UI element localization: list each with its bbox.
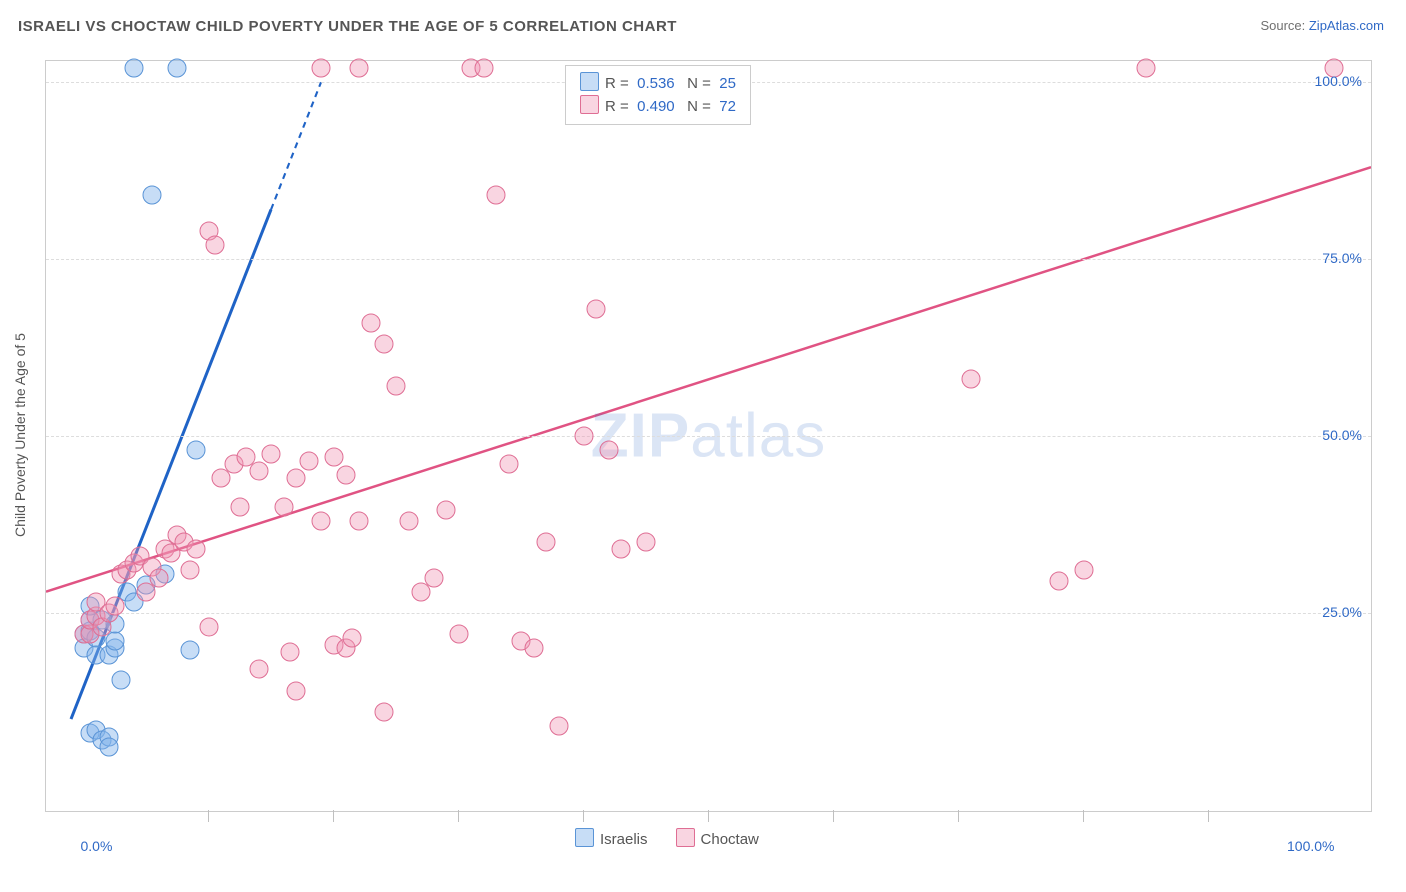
- scatter-point: [612, 540, 631, 559]
- scatter-point: [349, 511, 368, 530]
- x-tick-mark: [333, 810, 334, 822]
- scatter-point: [487, 186, 506, 205]
- x-tick-mark: [458, 810, 459, 822]
- gridline-horizontal: [46, 436, 1371, 437]
- series-legend: Israelis Choctaw: [575, 828, 787, 848]
- r-value: 0.490: [637, 98, 675, 115]
- legend-label: Israelis: [600, 831, 648, 848]
- scatter-point: [524, 639, 543, 658]
- n-value: 25: [719, 75, 736, 92]
- scatter-point: [537, 533, 556, 552]
- x-tick-mark: [583, 810, 584, 822]
- source-link[interactable]: ZipAtlas.com: [1309, 18, 1384, 33]
- n-value: 72: [719, 98, 736, 115]
- r-label: R =: [605, 75, 629, 92]
- source-label: Source: ZipAtlas.com: [1260, 18, 1384, 33]
- legend-swatch: [575, 828, 594, 847]
- gridline-horizontal: [46, 613, 1371, 614]
- scatter-point: [387, 377, 406, 396]
- scatter-point: [324, 448, 343, 467]
- legend-swatch: [580, 72, 599, 91]
- scatter-point: [343, 628, 362, 647]
- scatter-point: [287, 681, 306, 700]
- x-tick-mark: [1083, 810, 1084, 822]
- scatter-point: [349, 59, 368, 78]
- scatter-point: [143, 186, 162, 205]
- scatter-point: [574, 427, 593, 446]
- y-tick-label: 100.0%: [1315, 73, 1362, 89]
- x-tick-label: 0.0%: [81, 838, 113, 854]
- trend-line-dashed: [271, 82, 321, 209]
- scatter-point: [262, 444, 281, 463]
- n-label: N =: [687, 98, 711, 115]
- scatter-point: [280, 642, 299, 661]
- scatter-point: [274, 497, 293, 516]
- scatter-point: [312, 511, 331, 530]
- stats-row: R = 0.536 N = 25: [580, 72, 736, 95]
- legend-label: Choctaw: [701, 831, 759, 848]
- legend-item: Israelis: [575, 831, 648, 848]
- x-tick-mark: [1208, 810, 1209, 822]
- gridline-horizontal: [46, 259, 1371, 260]
- source-prefix: Source:: [1260, 18, 1308, 33]
- scatter-point: [112, 671, 131, 690]
- scatter-point: [449, 625, 468, 644]
- scatter-point: [299, 451, 318, 470]
- legend-swatch: [676, 828, 695, 847]
- scatter-point: [199, 618, 218, 637]
- scatter-point: [549, 717, 568, 736]
- scatter-point: [362, 313, 381, 332]
- scatter-point: [105, 632, 124, 651]
- scatter-point: [499, 455, 518, 474]
- scatter-point: [99, 738, 118, 757]
- scatter-point: [474, 59, 493, 78]
- scatter-point: [230, 497, 249, 516]
- scatter-point: [374, 702, 393, 721]
- r-value: 0.536: [637, 75, 675, 92]
- scatter-point: [180, 561, 199, 580]
- scatter-point: [124, 59, 143, 78]
- scatter-point: [587, 299, 606, 318]
- x-tick-mark: [208, 810, 209, 822]
- y-tick-label: 75.0%: [1322, 250, 1362, 266]
- scatter-point: [249, 660, 268, 679]
- scatter-point: [962, 370, 981, 389]
- r-label: R =: [605, 98, 629, 115]
- y-tick-label: 50.0%: [1322, 427, 1362, 443]
- stats-row: R = 0.490 N = 72: [580, 95, 736, 118]
- scatter-point: [168, 59, 187, 78]
- scatter-point: [374, 335, 393, 354]
- scatter-point: [424, 568, 443, 587]
- scatter-point: [287, 469, 306, 488]
- scatter-point: [1049, 572, 1068, 591]
- scatter-point: [399, 511, 418, 530]
- scatter-point: [105, 596, 124, 615]
- x-tick-mark: [708, 810, 709, 822]
- scatter-point: [1137, 59, 1156, 78]
- chart-title: ISRAELI VS CHOCTAW CHILD POVERTY UNDER T…: [18, 18, 677, 35]
- scatter-point: [312, 59, 331, 78]
- x-tick-label: 100.0%: [1287, 838, 1334, 854]
- correlation-stats-box: R = 0.536 N = 25R = 0.490 N = 72: [565, 65, 751, 125]
- y-axis-label: Child Poverty Under the Age of 5: [12, 333, 28, 537]
- legend-item: Choctaw: [676, 831, 759, 848]
- scatter-point: [337, 465, 356, 484]
- x-tick-mark: [833, 810, 834, 822]
- scatter-point: [180, 640, 199, 659]
- x-tick-mark: [958, 810, 959, 822]
- scatter-plot-area: ZIPatlas: [45, 60, 1372, 812]
- scatter-point: [149, 568, 168, 587]
- scatter-point: [249, 462, 268, 481]
- scatter-point: [1074, 561, 1093, 580]
- y-tick-label: 25.0%: [1322, 604, 1362, 620]
- scatter-point: [637, 533, 656, 552]
- legend-swatch: [580, 95, 599, 114]
- trend-line: [46, 167, 1371, 592]
- scatter-point: [437, 501, 456, 520]
- scatter-point: [205, 235, 224, 254]
- scatter-point: [187, 441, 206, 460]
- n-label: N =: [687, 75, 711, 92]
- scatter-point: [599, 441, 618, 460]
- scatter-point: [187, 540, 206, 559]
